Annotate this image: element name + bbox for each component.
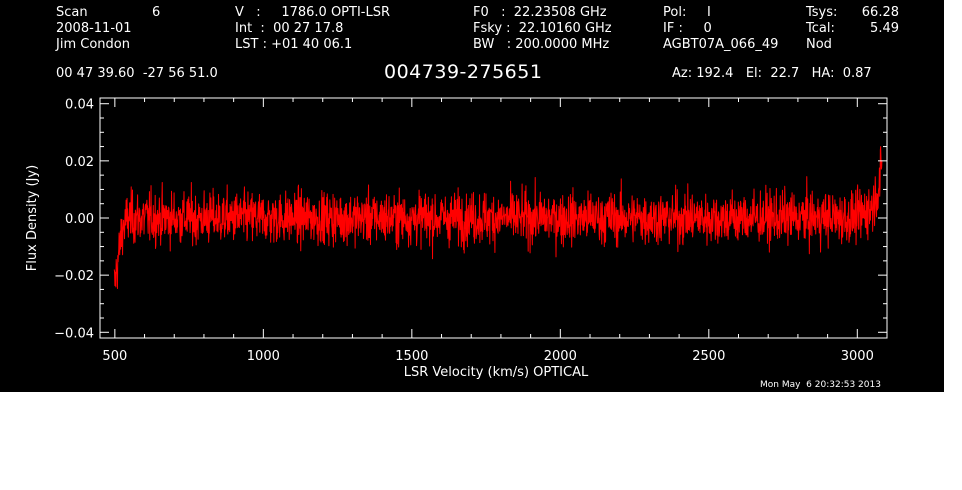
observation-date: 2008-11-01	[56, 21, 132, 36]
y-tick-label: −0.02	[54, 269, 94, 284]
y-axis: −0.04 −0.02 0.00 0.02 0.04	[54, 98, 887, 341]
spectrum-trace	[113, 146, 883, 290]
source-name: 004739-275651	[384, 61, 543, 83]
x-tick-label: 1000	[247, 349, 280, 364]
tcal-value: 5.49	[870, 21, 899, 36]
lst-info: LST : +01 40 06.1	[235, 37, 353, 52]
y-tick-label: 0.04	[65, 98, 94, 113]
scan-value: 6	[152, 5, 161, 20]
rest-frequency: F0 : 22.23508 GHz	[473, 5, 607, 20]
y-tick-label: 0.00	[65, 212, 94, 227]
x-axis: 500 1000 1500 2000 2500 3000	[102, 98, 888, 364]
y-axis-label: Flux Density (Jy)	[25, 165, 40, 271]
x-tick-label: 1500	[395, 349, 428, 364]
x-tick-label: 2000	[544, 349, 577, 364]
if-number: IF : 0	[663, 21, 712, 36]
x-tick-label: 2500	[692, 349, 725, 364]
sky-frequency: Fsky : 22.10160 GHz	[473, 21, 612, 36]
observer-name: Jim Condon	[56, 37, 130, 52]
scan-label: Scan	[56, 5, 88, 20]
x-tick-label: 3000	[841, 349, 874, 364]
tcal-label: Tcal:	[806, 21, 835, 36]
y-tick-label: 0.02	[65, 155, 94, 170]
velocity-info: V : 1786.0 OPTI-LSR	[235, 5, 391, 20]
procedure-name: Nod	[806, 37, 832, 52]
tsys-label: Tsys:	[806, 5, 838, 20]
az-el-ha: Az: 192.4 El: 22.7 HA: 0.87	[672, 66, 872, 81]
spectrum-panel: Scan 6 2008-11-01 Jim Condon V : 1786.0 …	[0, 0, 944, 392]
x-tick-label: 500	[102, 349, 127, 364]
polarization: Pol: I	[663, 5, 711, 20]
tsys-value: 66.28	[861, 5, 899, 20]
bandwidth: BW : 200.0000 MHz	[473, 37, 610, 52]
project-id: AGBT07A_066_49	[663, 37, 779, 52]
y-tick-label: −0.04	[54, 326, 94, 341]
integration-time: Int : 00 27 17.8	[235, 21, 344, 36]
x-axis-label: LSR Velocity (km/s) OPTICAL	[404, 365, 589, 380]
plot-timestamp: Mon May 6 20:32:53 2013	[760, 380, 881, 390]
source-coordinates: 00 47 39.60 -27 56 51.0	[56, 66, 218, 81]
spectrum-chart: 500 1000 1500 2000 2500 3000 −0.04 −0.02 0.00 0.…	[25, 97, 888, 380]
